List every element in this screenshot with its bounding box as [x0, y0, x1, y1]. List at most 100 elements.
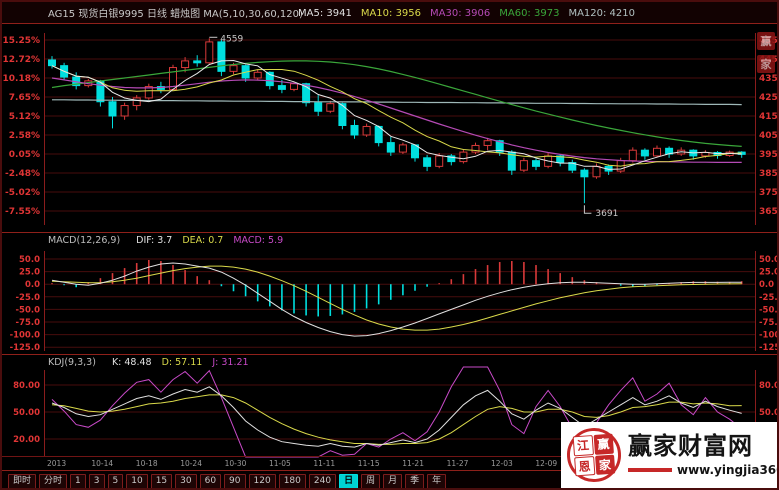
axis-label: -125.0: [759, 343, 779, 353]
period-button-10[interactable]: 120: [248, 473, 276, 488]
candlestick-chart: 15.25%455012.72%445010.18%43507.65%42505…: [3, 33, 779, 225]
axis-label: 10.18%: [3, 74, 41, 84]
axis-label: 80.00: [13, 381, 40, 391]
period-button-9[interactable]: 90: [224, 473, 246, 488]
period-button-13[interactable]: 日: [339, 473, 359, 488]
axis-label: -75.0: [16, 318, 41, 328]
ma60-line: [51, 60, 742, 147]
axis-label: -50.0: [759, 305, 779, 315]
indicator-readout: MA5: 3941: [298, 7, 352, 19]
ma120-line: [52, 99, 742, 106]
axis-label: 3750: [759, 188, 779, 198]
axis-label: 50.00: [13, 408, 40, 418]
axis-label: 20.00: [13, 435, 40, 445]
period-button-5[interactable]: 10: [126, 473, 148, 488]
axis-label: 50.0: [19, 255, 40, 265]
right-edge-watermark: 赢家: [757, 32, 775, 73]
period-button-2[interactable]: 1: [70, 473, 86, 488]
ma5-line: [51, 59, 742, 170]
indicator-readout: D: 57.11: [161, 357, 203, 368]
axis-label: 7.65%: [9, 93, 40, 103]
indicator-readout: J: 31.21: [212, 357, 249, 368]
date-label: 10-18: [135, 459, 158, 468]
period-button-8[interactable]: 60: [199, 473, 222, 488]
axis-label: -25.0: [759, 293, 779, 303]
watermark-seal-icon: 赢: [757, 32, 775, 50]
period-button-12[interactable]: 240: [308, 473, 337, 488]
axis-label: -2.48%: [5, 169, 40, 179]
yingjia-logo: 江 赢 恩 家 赢家财富网 www.yingjia360.com: [561, 422, 777, 488]
period-button-3[interactable]: 3: [88, 473, 105, 488]
indicator-readout: MA30: 3906: [430, 7, 491, 19]
axis-label: -100.0: [10, 331, 40, 341]
dif-line: [51, 262, 742, 337]
period-button-0[interactable]: 即时: [8, 473, 37, 488]
indicator-readout: DEA: 0.7: [182, 235, 224, 246]
axis-label: 0.0: [25, 280, 40, 290]
axis-label: 4150: [759, 112, 779, 122]
axis-label: 50.00: [759, 408, 779, 418]
period-button-14[interactable]: 周: [361, 473, 381, 488]
high-annotation: 4559: [220, 34, 243, 44]
j-line: [51, 366, 743, 458]
ma10-line: [51, 65, 742, 167]
macd-readouts: DIF: 3.7 DEA: 0.7 MACD: 5.9: [136, 235, 283, 246]
site-name: 赢家财富网: [628, 432, 753, 461]
low-annotation: 3691: [595, 209, 618, 219]
axis-label: -125.0: [10, 343, 40, 353]
axis-label: 3950: [759, 150, 779, 160]
period-button-7[interactable]: 30: [175, 473, 197, 488]
axis-label: 25.0: [759, 268, 779, 278]
logo-divider: [628, 467, 672, 473]
axis-label: 0.05%: [9, 150, 40, 160]
indicator-readout: MA10: 3956: [360, 7, 422, 19]
ma30-line: [51, 77, 742, 163]
indicator-readout: MA60: 3973: [499, 7, 560, 19]
date-label: 12-09: [535, 459, 558, 468]
kdj-panel: KDJ(9,3,3) K: 48.48 D: 57.11 J: 31.21 80.0…: [2, 354, 779, 470]
period-button-4[interactable]: 5: [107, 473, 124, 488]
date-label: 10-24: [180, 459, 202, 468]
period-button-16[interactable]: 季: [405, 473, 425, 488]
seal-char: 家: [594, 454, 616, 475]
candles-group: [48, 38, 746, 204]
date-label: 11-05: [269, 459, 291, 468]
axis-label: 25.0: [19, 268, 40, 278]
candlestick-panel: 15.25%455012.72%445010.18%43507.65%42505…: [2, 25, 779, 232]
seal-char: 江: [572, 435, 594, 456]
ma-readouts: MA5: 3941 MA10: 3956 MA30: 3906 MA60: 3973 M…: [298, 2, 635, 24]
d-line: [51, 394, 742, 445]
kdj-indicator-label: KDJ(9,3,3): [48, 357, 96, 368]
period-button-17[interactable]: 年: [427, 473, 447, 488]
seal-char: 恩: [574, 455, 595, 477]
date-label: 10-30: [224, 459, 247, 468]
indicator-readout: MA120: 4210: [568, 7, 635, 19]
period-button-11[interactable]: 180: [278, 473, 306, 488]
axis-label: -5.02%: [5, 188, 40, 198]
k-line: [51, 386, 742, 448]
period-button-1[interactable]: 分时: [39, 473, 68, 488]
axis-label: 15.25%: [3, 36, 41, 46]
axis-label: 3650: [759, 207, 779, 217]
axis-label: -25.0: [16, 293, 41, 303]
macd-header: MACD(12,26,9) DIF: 3.7 DEA: 0.7 MACD: 5.9: [48, 235, 283, 246]
axis-label: 80.00: [759, 381, 779, 391]
date-label: 11-21: [402, 459, 424, 468]
indicator-readout: K: 48.48: [111, 357, 152, 368]
axis-label: 0.0: [759, 280, 774, 290]
axis-label: -100.0: [759, 331, 779, 341]
axis-label: 5.12%: [9, 112, 40, 122]
macd-panel: MACD(12,26,9) DIF: 3.7 DEA: 0.7 MACD: 5.9 …: [2, 232, 779, 354]
period-button-15[interactable]: 月: [383, 473, 403, 488]
site-url[interactable]: www.yingjia360.com: [677, 462, 777, 477]
axis-label: 3850: [759, 169, 779, 179]
kdj-header: KDJ(9,3,3) K: 48.48 D: 57.11 J: 31.21: [48, 357, 249, 368]
period-button-6[interactable]: 15: [150, 473, 173, 488]
macd-histogram: [51, 260, 743, 317]
date-label: 11-11: [313, 459, 336, 468]
macd-indicator-label: MACD(12,26,9): [48, 235, 121, 246]
axis-label: 2.58%: [9, 131, 40, 141]
axis-label: 50.0: [759, 255, 779, 265]
axis-label: -50.0: [16, 305, 41, 315]
